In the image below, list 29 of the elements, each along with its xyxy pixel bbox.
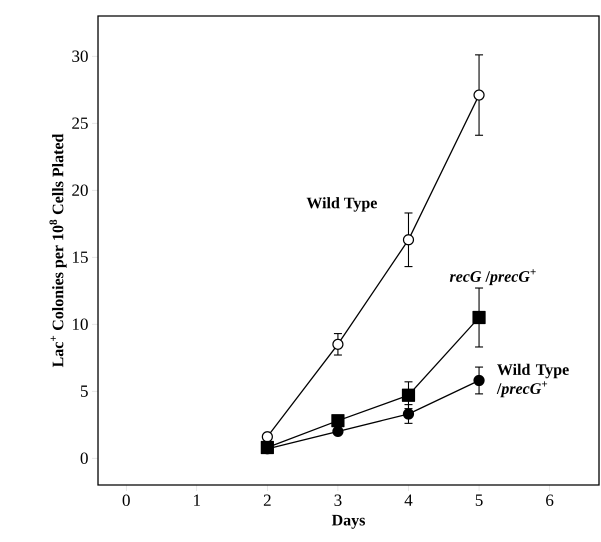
text: recG /precG$^{+}$ xyxy=(450,269,536,286)
y-tick-label: 20 xyxy=(72,184,88,196)
y-tick-label: 0 xyxy=(80,452,88,464)
x-tick-label: 1 xyxy=(194,494,200,506)
point xyxy=(473,89,485,101)
x-tick-label: 3 xyxy=(334,494,342,506)
text: Wild Type xyxy=(306,197,377,212)
point xyxy=(262,431,273,442)
y-tick-label: 25 xyxy=(72,117,88,129)
y-axis-title: Lac$^{+}$ Colonies per 10$^{8}$ Cells Plated xyxy=(49,134,67,368)
y-tick-label: 5 xyxy=(80,386,88,397)
series-label: Wild Type /precG$^{+}$ xyxy=(496,364,569,398)
y-tick-label: 10 xyxy=(72,318,88,330)
x-tick-label: 0 xyxy=(122,494,130,506)
point xyxy=(473,374,485,386)
point xyxy=(472,310,486,324)
x-tick-label: 4 xyxy=(404,494,412,506)
point xyxy=(331,414,345,428)
point xyxy=(332,426,344,437)
x-tick-label: 5 xyxy=(476,494,483,506)
x-axis-title: Days xyxy=(332,514,365,529)
point xyxy=(402,388,416,402)
y-tick-label: 30 xyxy=(72,50,88,62)
x-tick-label: 2 xyxy=(264,494,271,506)
point xyxy=(402,234,414,246)
point xyxy=(332,338,344,350)
y-tick-label: 15 xyxy=(72,252,88,263)
point xyxy=(402,408,414,420)
x-tick-label: 6 xyxy=(546,494,554,506)
